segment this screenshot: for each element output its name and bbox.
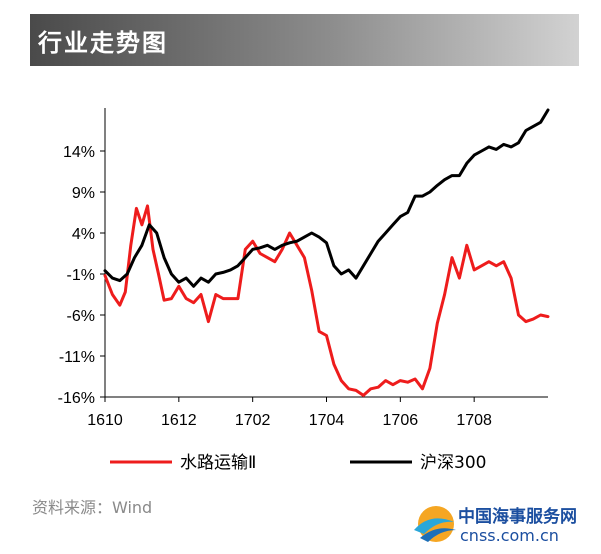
x-tick-label: 1704 <box>309 412 345 429</box>
y-tick-label: -11% <box>59 349 95 366</box>
y-tick-label: -6% <box>67 308 95 325</box>
source-note: 资料来源：Wind <box>32 498 153 517</box>
x-tick-label: 1702 <box>235 412 271 429</box>
line-chart: 14% 9% 4% -1% -6% -11% -16% 1610 1612 1702 1704 170… <box>58 108 550 473</box>
legend-csi300-label: 沪深300 <box>420 453 486 473</box>
series-line-csi300 <box>103 108 550 288</box>
logo-icon <box>414 506 456 542</box>
x-tick-label: 1612 <box>161 412 197 429</box>
x-tick-label: 1610 <box>87 412 123 429</box>
logo: 中国海事服务网 cnss.com.cn <box>410 500 595 550</box>
logo-name: 中国海事服务网 <box>458 507 577 527</box>
y-tick-label: 4% <box>72 226 95 243</box>
series-line-shipping <box>103 204 550 397</box>
x-tick-label: 1708 <box>456 412 492 429</box>
x-tick-label: 1706 <box>383 412 419 429</box>
title-bar: 行业走势图 <box>30 14 579 66</box>
y-tick-label: 14% <box>63 144 95 161</box>
logo-url: cnss.com.cn <box>460 526 559 545</box>
legend-shipping-label: 水路运输Ⅱ <box>180 453 256 473</box>
y-tick-label: 9% <box>72 185 95 202</box>
y-tick-label: -1% <box>67 267 95 284</box>
page-title: 行业走势图 <box>38 29 168 57</box>
y-tick-label: -16% <box>58 390 95 407</box>
